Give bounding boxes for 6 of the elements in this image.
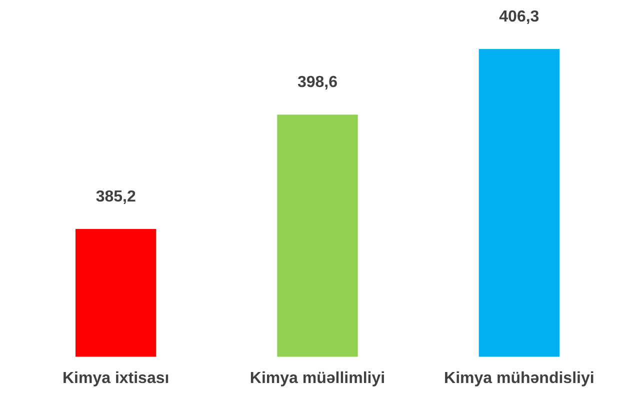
data-label: 406,3 xyxy=(499,8,540,26)
x-tick-label: Kimya mühəndisliyi xyxy=(444,370,594,387)
x-tick-label: Kimya ixtisası xyxy=(62,370,170,387)
data-label: 385,2 xyxy=(96,188,136,206)
x-tick-label: Kimya müəllimliyi xyxy=(250,370,386,387)
data-label: 398,6 xyxy=(297,74,338,92)
